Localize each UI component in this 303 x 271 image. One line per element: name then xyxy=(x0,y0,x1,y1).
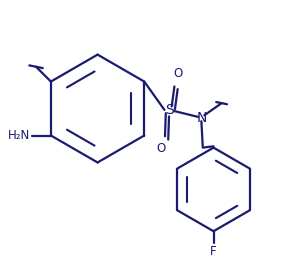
Text: N: N xyxy=(196,111,207,125)
Text: O: O xyxy=(156,142,165,155)
Text: O: O xyxy=(174,67,183,80)
Text: F: F xyxy=(210,245,217,258)
Text: H₂N: H₂N xyxy=(8,129,30,142)
Text: S: S xyxy=(165,103,173,117)
